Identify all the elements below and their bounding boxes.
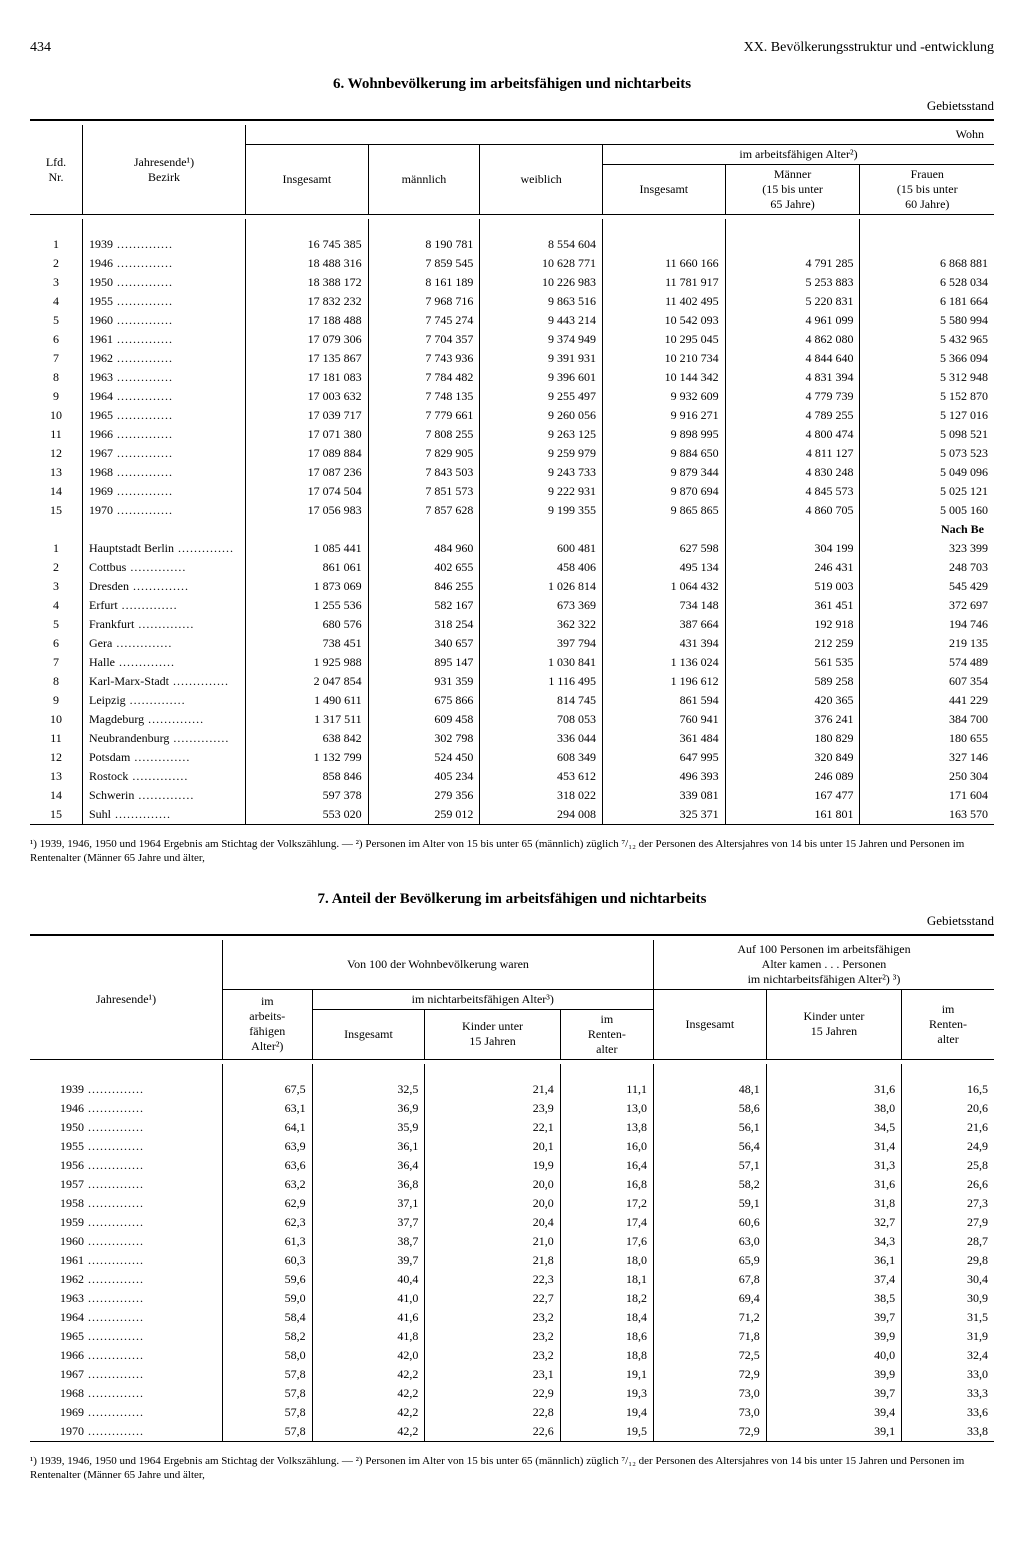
h7-insg2: Insgesamt xyxy=(653,989,766,1059)
table-row: 1964 58,4 41,6 23,2 18,4 71,2 39,7 31,5 xyxy=(30,1308,994,1327)
page-number: 434 xyxy=(30,40,51,56)
table-row: 13 Rostock 858 846 405 234 453 612 496 3… xyxy=(30,767,994,786)
table-row: 12 Potsdam 1 132 799 524 450 608 349 647… xyxy=(30,748,994,767)
table6-footnote: ¹) 1939, 1946, 1950 und 1964 Ergebnis am… xyxy=(30,837,994,866)
table-row: 1955 63,9 36,1 20,1 16,0 56,4 31,4 24,9 xyxy=(30,1137,994,1156)
h-w: weiblich xyxy=(480,145,603,215)
table-row: 1962 59,6 40,4 22,3 18,1 67,8 37,4 30,4 xyxy=(30,1270,994,1289)
table6: Lfd. Nr. Jahresende¹) Bezirk Wohn Insges… xyxy=(30,119,994,829)
table-row: 8 1963 17 181 083 7 784 482 9 396 601 10… xyxy=(30,368,994,387)
table-row: 2 1946 18 488 316 7 859 545 10 628 771 1… xyxy=(30,254,994,273)
table7: Jahresende¹) Von 100 der Wohnbevölkerung… xyxy=(30,934,994,1446)
table-row: 6 Gera 738 451 340 657 397 794 431 394 2… xyxy=(30,634,994,653)
table-row: 8 Karl-Marx-Stadt 2 047 854 931 359 1 11… xyxy=(30,672,994,691)
table-row: 14 1969 17 074 504 7 851 573 9 222 931 9… xyxy=(30,482,994,501)
table-row: 9 1964 17 003 632 7 748 135 9 255 497 9 … xyxy=(30,387,994,406)
h7-kind2: Kinder unter 15 Jahren xyxy=(766,989,901,1059)
h7-kind: Kinder unter 15 Jahren xyxy=(425,1009,560,1059)
table-row: 3 Dresden 1 873 069 846 255 1 026 814 1 … xyxy=(30,577,994,596)
table-row: 1950 64,1 35,9 22,1 13,8 56,1 34,5 21,6 xyxy=(30,1118,994,1137)
table-row: 5 Frankfurt 680 576 318 254 362 322 387 … xyxy=(30,615,994,634)
h-jahr: Jahresende¹) Bezirk xyxy=(83,125,246,215)
h-wohn: Wohn xyxy=(246,125,995,145)
table-row: 6 1961 17 079 306 7 704 357 9 374 949 10… xyxy=(30,330,994,349)
h7-g2: Auf 100 Personen im arbeitsfähigen Alter… xyxy=(653,940,994,990)
table-row: 12 1967 17 089 884 7 829 905 9 259 979 9… xyxy=(30,444,994,463)
table-row: 1961 60,3 39,7 21,8 18,0 65,9 36,1 29,8 xyxy=(30,1251,994,1270)
table-row: 1960 61,3 38,7 21,0 17,6 63,0 34,3 28,7 xyxy=(30,1232,994,1251)
h-ginsg: Insgesamt xyxy=(602,165,725,215)
table-row: 5 1960 17 188 488 7 745 274 9 443 214 10… xyxy=(30,311,994,330)
h-gf: Frauen (15 bis unter 60 Jahre) xyxy=(860,165,994,215)
h7-g1a: im arbeits- fähigen Alter²) xyxy=(223,989,313,1059)
table-row: 15 1970 17 056 983 7 857 628 9 199 355 9… xyxy=(30,501,994,520)
table-row: 1939 67,5 32,5 21,4 11,1 48,1 31,6 16,5 xyxy=(30,1080,994,1099)
table-row: 7 Halle 1 925 988 895 147 1 030 841 1 13… xyxy=(30,653,994,672)
table-row: 7 1962 17 135 867 7 743 936 9 391 931 10… xyxy=(30,349,994,368)
nach-be: Nach Be xyxy=(860,520,994,539)
table7-footnote: ¹) 1939, 1946, 1950 und 1964 Ergebnis am… xyxy=(30,1454,994,1483)
table-row: 1 1939 16 745 385 8 190 781 8 554 604 xyxy=(30,235,994,254)
table-row: 1956 63,6 36,4 19,9 16,4 57,1 31,3 25,8 xyxy=(30,1156,994,1175)
table7-subtitle: Gebietsstand xyxy=(30,913,994,929)
table-row: 2 Cottbus 861 061 402 655 458 406 495 13… xyxy=(30,558,994,577)
table-row: 1965 58,2 41,8 23,2 18,6 71,8 39,9 31,9 xyxy=(30,1327,994,1346)
h7-g1: Von 100 der Wohnbevölkerung waren xyxy=(223,940,654,990)
table-row: 10 Magdeburg 1 317 511 609 458 708 053 7… xyxy=(30,710,994,729)
h7-jahr: Jahresende¹) xyxy=(30,940,223,1060)
table-row: 1957 63,2 36,8 20,0 16,8 58,2 31,6 26,6 xyxy=(30,1175,994,1194)
table-row: 11 1966 17 071 380 7 808 255 9 263 125 9… xyxy=(30,425,994,444)
h-group: im arbeitsfähigen Alter²) xyxy=(602,145,994,165)
table-row: 11 Neubrandenburg 638 842 302 798 336 04… xyxy=(30,729,994,748)
page-header: 434 XX. Bevölkerungsstruktur und -entwic… xyxy=(30,40,994,56)
table-row: 1946 63,1 36,9 23,9 13,0 58,6 38,0 20,6 xyxy=(30,1099,994,1118)
table-row: 1966 58,0 42,0 23,2 18,8 72,5 40,0 32,4 xyxy=(30,1346,994,1365)
table-row: 1968 57,8 42,2 22,9 19,3 73,0 39,7 33,3 xyxy=(30,1384,994,1403)
table-row: 9 Leipzig 1 490 611 675 866 814 745 861 … xyxy=(30,691,994,710)
h7-rent: im Renten- alter xyxy=(560,1009,653,1059)
table-row: 1959 62,3 37,7 20,4 17,4 60,6 32,7 27,9 xyxy=(30,1213,994,1232)
h7-rent2: im Renten- alter xyxy=(902,989,994,1059)
h7-g1b: im nichtarbeitsfähigen Alter³) xyxy=(312,989,653,1009)
table-row: 1963 59,0 41,0 22,7 18,2 69,4 38,5 30,9 xyxy=(30,1289,994,1308)
chapter-title: XX. Bevölkerungsstruktur und -entwicklun… xyxy=(744,40,994,56)
table-row: 4 Erfurt 1 255 536 582 167 673 369 734 1… xyxy=(30,596,994,615)
h7-insg: Insgesamt xyxy=(312,1009,425,1059)
table-row: 1970 57,8 42,2 22,6 19,5 72,9 39,1 33,8 xyxy=(30,1422,994,1442)
h-lfd: Lfd. Nr. xyxy=(30,125,83,215)
table6-subtitle: Gebietsstand xyxy=(30,98,994,114)
table6-title: 6. Wohnbevölkerung im arbeitsfähigen und… xyxy=(30,76,994,93)
h-gm: Männer (15 bis unter 65 Jahre) xyxy=(725,165,860,215)
table-row: 1967 57,8 42,2 23,1 19,1 72,9 39,9 33,0 xyxy=(30,1365,994,1384)
table-row: 14 Schwerin 597 378 279 356 318 022 339 … xyxy=(30,786,994,805)
table-row: 1958 62,9 37,1 20,0 17,2 59,1 31,8 27,3 xyxy=(30,1194,994,1213)
table-row: 1 Hauptstadt Berlin 1 085 441 484 960 60… xyxy=(30,539,994,558)
table-row: 4 1955 17 832 232 7 968 716 9 863 516 11… xyxy=(30,292,994,311)
h-m: männlich xyxy=(368,145,480,215)
h-insg: Insgesamt xyxy=(246,145,369,215)
table-row: 15 Suhl 553 020 259 012 294 008 325 371 … xyxy=(30,805,994,825)
table7-title: 7. Anteil der Bevölkerung im arbeitsfähi… xyxy=(30,891,994,908)
table-row: 10 1965 17 039 717 7 779 661 9 260 056 9… xyxy=(30,406,994,425)
table-row: 1969 57,8 42,2 22,8 19,4 73,0 39,4 33,6 xyxy=(30,1403,994,1422)
table-row: 3 1950 18 388 172 8 161 189 10 226 983 1… xyxy=(30,273,994,292)
table-row: 13 1968 17 087 236 7 843 503 9 243 733 9… xyxy=(30,463,994,482)
